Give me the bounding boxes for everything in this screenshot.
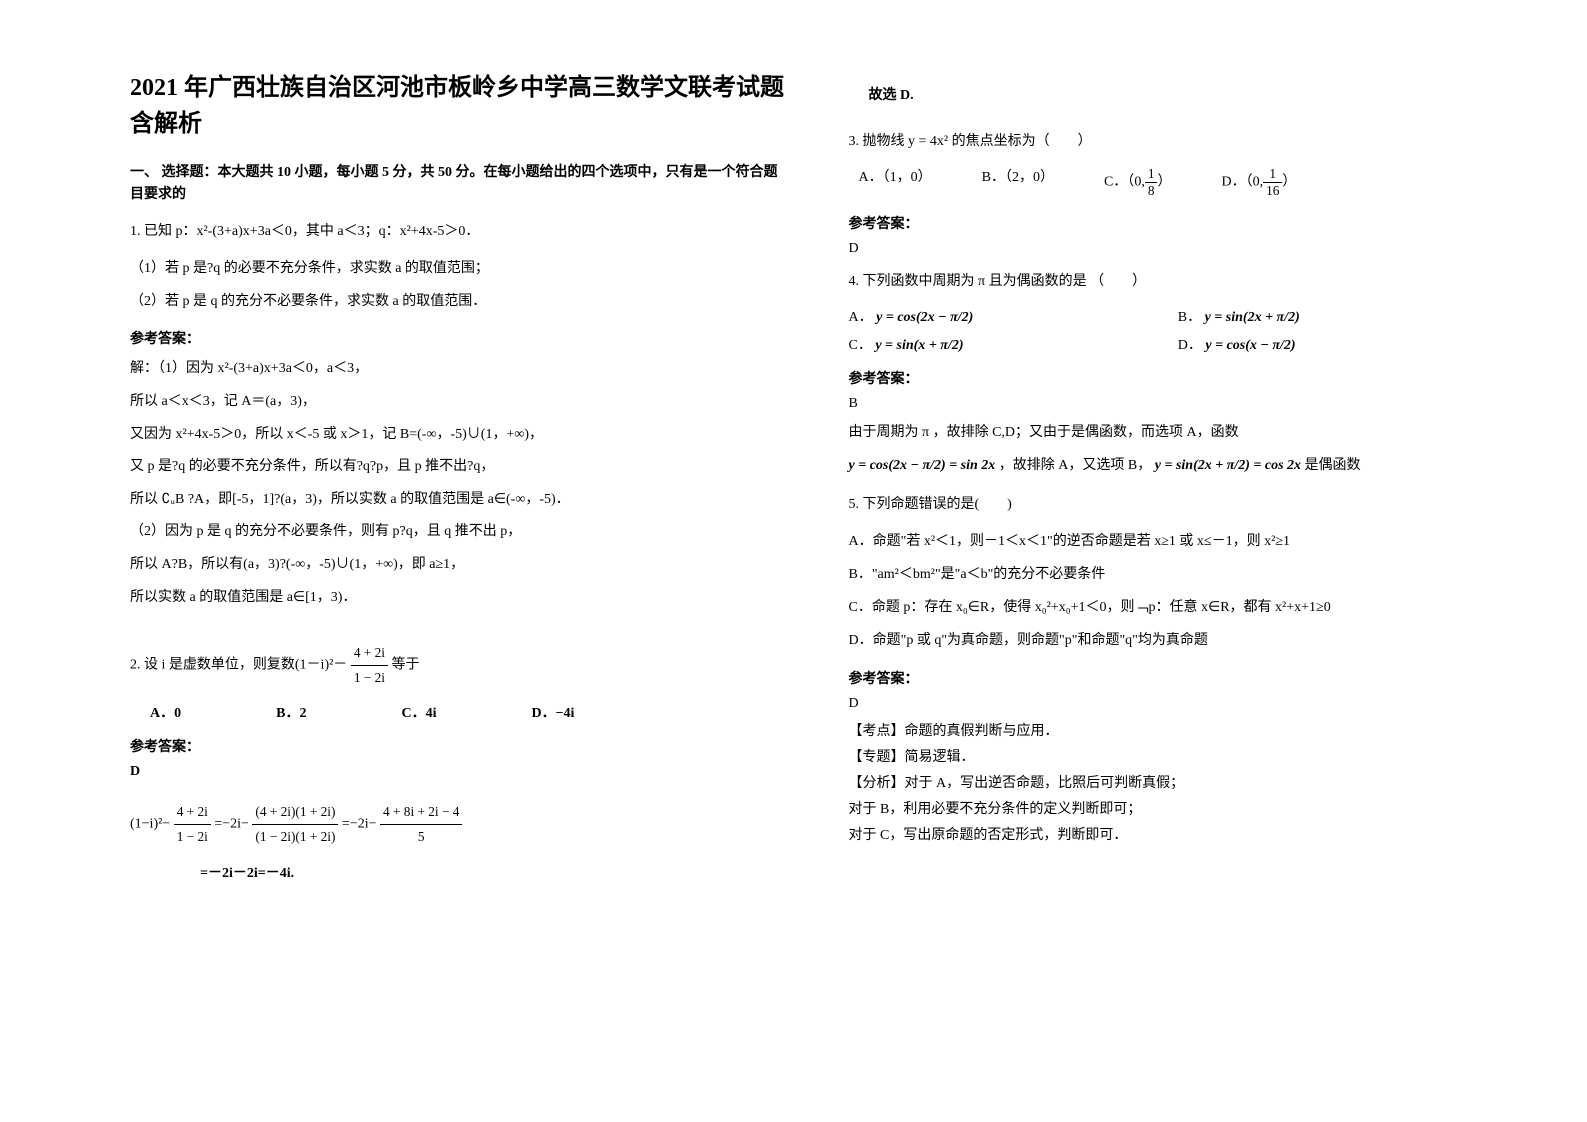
option-b: B． y = sin(2x + π/2) [1178,306,1507,326]
opt-d-formula: y = cos(x − π/2) [1205,338,1295,353]
q1-answer-label: 参考答案： [130,328,789,348]
q2-options: A．0 B．2 C．4i D．−4i [150,702,789,722]
option-c: C．4i [401,702,436,722]
opt-d-pre: D．（ [1221,175,1252,190]
q5-option-c: C．命题 p：存在 x₀∈R，使得 x₀²+x₀+1＜0，则﹁p：任意 x∈R，… [849,595,1508,620]
q5-option-d: D．命题"p 或 q"为真命题，则命题"p"和命题"q"均为真命题 [849,628,1508,653]
q4-options-row2: C． y = sin(x + π/2) D． y = cos(x − π/2) [849,334,1508,354]
fraction-den: 8 [1145,183,1158,199]
opt-b-pre: B． [1178,310,1201,325]
q4-answer: B [849,396,1508,412]
left-column: 2021 年广西壮族自治区河池市板岭乡中学高三数学文联考试题含解析 一、 选择题… [100,70,819,1092]
work-frac3: 4 + 8i + 2i − 4 5 [380,800,462,849]
option-b: B．（2，0） [982,166,1054,199]
opt-d-zero: 0, [1253,175,1264,190]
option-d: D． y = cos(x − π/2) [1178,334,1507,354]
fraction-num: 1 [1145,166,1158,183]
opt-c-pre: C． [849,338,872,353]
fraction-den: 1 − 2i [174,825,211,849]
q5-option-b: B．"am²＜bm²"是"a＜b"的充分不必要条件 [849,562,1508,587]
q5-tag-3: 【分析】对于 A，写出逆否命题，比照后可判断真假； [849,772,1508,792]
q1-answer-line: （2）因为 p 是 q 的充分不必要条件，则有 p?q，且 q 推不出 p， [130,519,789,546]
opt-d-pre: D． [1178,338,1202,353]
q5-answer: D [849,696,1508,712]
document-title: 2021 年广西壮族自治区河池市板岭乡中学高三数学文联考试题含解析 [130,70,789,142]
q1-sub1: （1）若 p 是?q 的必要不充分条件，求实数 a 的取值范围； [130,256,789,281]
opt-b-formula: y = sin(2x + π/2) [1205,310,1300,325]
q2-work-final: =－2i－2i=－4i. [200,861,789,886]
q4-mid: ，故排除 A，又选项 B， [999,458,1151,473]
opt-d-frac: 116 [1263,166,1282,199]
q1-answer-line: 所以 ∁ᵤB ?A，即[-5，1]?(a，3)，所以实数 a 的取值范围是 a∈… [130,487,789,514]
q1-answer-line: 所以 A?B，所以有(a，3)?(-∞，-5)∪(1，+∞)，即 a≥1， [130,552,789,579]
q5-tag-1: 【考点】命题的真假判断与应用． [849,720,1508,740]
q2-final-label: 故选 D. [869,84,1508,104]
option-b: B．2 [276,702,306,722]
q1-answer-line: 又因为 x²+4x-5＞0，所以 x＜-5 或 x＞1，记 B=(-∞，-5)∪… [130,422,789,449]
q5-stem: 5. 下列命题错误的是( ) [849,492,1508,517]
q5-tag-5: 对于 C，写出原命题的否定形式，判断即可． [849,824,1508,844]
q1-sub2: （2）若 p 是 q 的充分不必要条件，求实数 a 的取值范围． [130,289,789,314]
fraction-num: 4 + 8i + 2i − 4 [380,800,462,825]
q5-answer-label: 参考答案： [849,668,1508,688]
option-a: A． y = cos(2x − π/2) [849,306,1178,326]
q2-answer: D [130,764,789,780]
q4-end: 是偶函数 [1305,458,1361,473]
q4-explain-1: 由于周期为 π ，故排除 C,D；又由于是偶函数，而选项 A，函数 [849,420,1508,447]
fraction-num: 4 + 2i [351,641,388,666]
q1-answer-line: 所以 a＜x＜3，记 A＝(a，3)， [130,389,789,416]
fraction-num: 4 + 2i [174,800,211,825]
work-prefix: (1−i)²− [130,817,174,832]
q2-work: (1−i)²− 4 + 2i 1 − 2i =−2i− (4 + 2i)(1 +… [130,800,789,849]
q4-answer-label: 参考答案： [849,368,1508,388]
fraction-den: 1 − 2i [351,666,388,690]
right-column: 故选 D. 3. 抛物线 y = 4x² 的焦点坐标为（ ） A．（1，0） B… [819,70,1538,1092]
fraction-num: (4 + 2i)(1 + 2i) [252,800,338,825]
fraction-num: 1 [1263,166,1282,183]
q2-fraction: 4 + 2i 1 − 2i [351,641,388,690]
opt-c-formula: y = sin(x + π/2) [875,338,963,353]
q4-formula-2: y = sin(2x + π/2) = cos 2x [1155,458,1301,473]
q1-stem: 1. 已知 p：x²-(3+a)x+3a＜0，其中 a＜3；q：x²+4x-5＞… [130,219,789,244]
fraction-den: 16 [1263,183,1282,199]
work-frac2: (4 + 2i)(1 + 2i) (1 − 2i)(1 + 2i) [252,800,338,849]
q2-stem: 2. 设 i 是虚数单位，则复数(1－i)²－ 4 + 2i 1 − 2i 等于 [130,641,789,690]
opt-d-post: ） [1282,175,1296,190]
opt-a-formula: y = cos(2x − π/2) [876,310,973,325]
q4-formula-1: y = cos(2x − π/2) = sin 2x [849,458,996,473]
q4-explain-2: y = cos(2x − π/2) = sin 2x ，故排除 A，又选项 B，… [849,453,1508,480]
q3-answer-label: 参考答案： [849,213,1508,233]
opt-c-post: ） [1157,175,1171,190]
q3-options: A．（1，0） B．（2，0） C．（0,18） D．（0,116） [859,166,1508,199]
option-c: C．（0,18） [1104,166,1172,199]
q2-stem-prefix: 2. 设 i 是虚数单位，则复数(1－i)²－ [130,658,351,673]
option-a: A．0 [150,702,181,722]
q1-answer-line: 解：（1）因为 x²-(3+a)x+3a＜0，a＜3， [130,356,789,383]
section-1-header: 一、 选择题：本大题共 10 小题，每小题 5 分，共 50 分。在每小题给出的… [130,162,789,207]
fraction-den: 5 [380,825,462,849]
option-a: A．（1，0） [859,166,932,199]
opt-a-pre: A． [849,310,873,325]
opt-c-zero: 0, [1134,175,1145,190]
fraction-den: (1 − 2i)(1 + 2i) [252,825,338,849]
q3-stem: 3. 抛物线 y = 4x² 的焦点坐标为（ ） [849,129,1508,154]
work-eq1: =−2i− [214,817,252,832]
q5-option-a: A．命题"若 x²＜1，则－1＜x＜1"的逆否命题是若 x≥1 或 x≤－1，则… [849,529,1508,554]
q4-options-row1: A． y = cos(2x − π/2) B． y = sin(2x + π/2… [849,306,1508,326]
q1-answer-line: 所以实数 a 的取值范围是 a∈[1，3)． [130,585,789,612]
q4-stem: 4. 下列函数中周期为 π 且为偶函数的是 （ ） [849,269,1508,294]
option-d: D．−4i [531,702,574,722]
option-c: C． y = sin(x + π/2) [849,334,1178,354]
work-frac1: 4 + 2i 1 − 2i [174,800,211,849]
work-eq2: =−2i− [342,817,380,832]
q2-stem-suffix: 等于 [391,658,419,673]
q5-tag-4: 对于 B，利用必要不充分条件的定义判断即可； [849,798,1508,818]
opt-c-frac: 18 [1145,166,1158,199]
q1-answer-line: 又 p 是?q 的必要不充分条件，所以有?q?p，且 p 推不出?q， [130,454,789,481]
q5-tag-2: 【专题】简易逻辑． [849,746,1508,766]
opt-c-pre: C．（ [1104,175,1134,190]
option-d: D．（0,116） [1221,166,1296,199]
q3-answer: D [849,241,1508,257]
q2-answer-label: 参考答案： [130,736,789,756]
